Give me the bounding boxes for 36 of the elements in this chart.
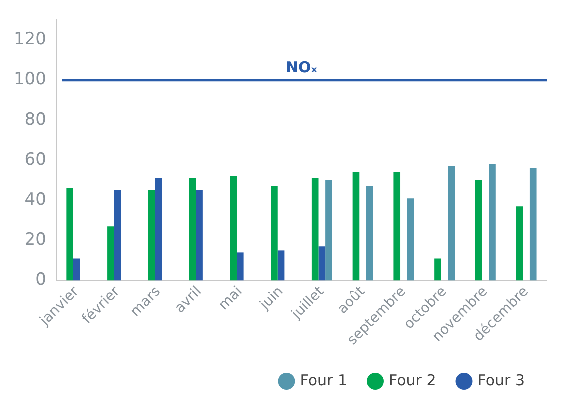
ref-line-label: NOₓ (286, 58, 318, 77)
bar (237, 252, 244, 281)
bar (312, 178, 319, 281)
bar (73, 258, 80, 281)
legend-label: Four 2 (388, 371, 436, 390)
bar (326, 180, 332, 281)
bar (407, 198, 414, 281)
bar (278, 250, 285, 281)
y-tick-label: 100 (14, 70, 46, 90)
bar (394, 172, 401, 281)
legend-label: Four 1 (300, 371, 348, 390)
y-tick-label: 0 (36, 270, 46, 290)
bar (318, 246, 326, 281)
bar (448, 166, 456, 281)
bar (230, 176, 237, 281)
bar (114, 190, 122, 281)
bar (189, 178, 196, 281)
bar (108, 226, 114, 281)
bar (516, 206, 524, 281)
bar (434, 258, 442, 281)
y-tick-label: 120 (14, 30, 46, 50)
y-tick-label: 40 (24, 190, 46, 210)
y-tick-label: 60 (24, 150, 46, 170)
y-tick-label: 80 (24, 110, 46, 130)
bar (148, 190, 156, 281)
bar (196, 190, 203, 281)
y-tick-label: 20 (24, 230, 46, 250)
bar (155, 178, 162, 281)
bar (489, 164, 496, 281)
bar (66, 188, 74, 281)
bar (352, 172, 360, 281)
bar (530, 168, 537, 281)
bar (475, 180, 482, 281)
bar (366, 186, 374, 281)
legend-label: Four 3 (478, 371, 526, 390)
bar (271, 186, 278, 281)
